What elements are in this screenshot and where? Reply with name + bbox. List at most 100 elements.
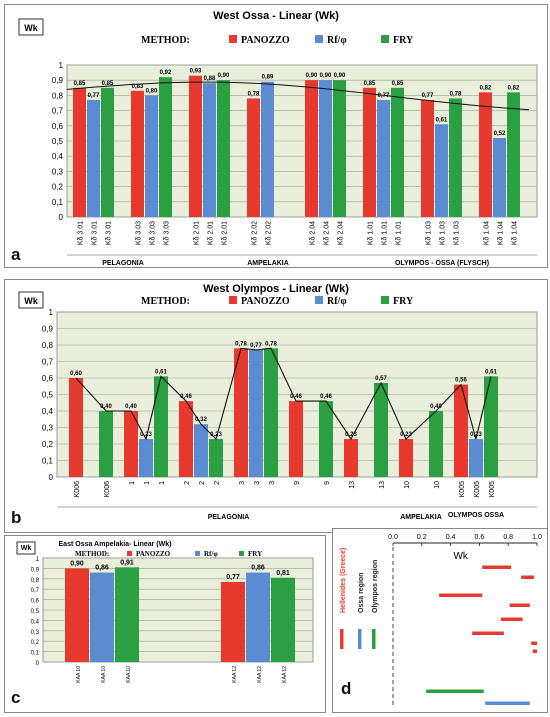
bar-fry xyxy=(99,411,113,477)
y-tick-label: 0,6 xyxy=(31,599,40,605)
y-tick-label: 0,4 xyxy=(52,152,64,161)
category-label: 3 xyxy=(239,481,246,485)
chart-b: West Olympos - Linear (Wk) Wk METHOD: PANOZ… xyxy=(18,283,538,521)
legend-swatch-rf xyxy=(315,296,323,304)
bar-rf xyxy=(139,439,153,477)
region-label: AMPELAKIA xyxy=(247,260,289,267)
bar-panozzo xyxy=(69,378,83,477)
data-label: 0,85 xyxy=(74,81,86,87)
category-label: Kδ 1.03 xyxy=(454,221,461,245)
data-label: 0,23 xyxy=(140,432,152,438)
x-tick-label: 0.0 xyxy=(388,534,398,541)
data-label: 0,85 xyxy=(364,81,376,87)
bar-rf xyxy=(194,424,208,477)
data-label: 0,61 xyxy=(485,369,497,375)
data-label: 0,77 xyxy=(422,93,434,99)
bar-fry xyxy=(154,376,168,477)
range-bar xyxy=(531,641,537,645)
bar-panozzo xyxy=(124,411,138,477)
data-label: 0,78 xyxy=(450,91,462,97)
category-label: Kδ 2.01 xyxy=(208,221,215,245)
range-bar xyxy=(485,701,530,705)
category-label: Kδ 1.01 xyxy=(396,221,403,245)
region-label: OLYMPOS - OSSA (FLYSCH) xyxy=(395,260,489,267)
data-label: 0,77 xyxy=(378,93,390,99)
chart-d: 0.0 0.2 0.4 0.6 0.8 1.0 Wk Hellenides (Greece) O… xyxy=(340,534,542,707)
bar-rf xyxy=(493,137,506,217)
data-label: 0,52 xyxy=(494,131,506,137)
panel-a-label: a xyxy=(11,245,21,264)
legend-swatch-fry xyxy=(381,296,389,304)
range-bar xyxy=(482,565,512,569)
chart-a: West Ossa - Linear (Wk) Wk METHOD: PANOZZO R… xyxy=(18,10,538,267)
y-tick-label: 0,5 xyxy=(42,391,54,400)
trend-line xyxy=(75,347,492,441)
x-tick-label: 0.8 xyxy=(503,534,513,541)
data-label: 0,78 xyxy=(248,91,260,97)
bar-fry xyxy=(217,80,230,217)
bar-panozzo xyxy=(305,80,318,217)
category-label: 3 xyxy=(269,481,276,485)
y-tick-label: 0,4 xyxy=(42,407,54,416)
category-label: Kδ 1.01 xyxy=(368,221,375,245)
category-label: K005 xyxy=(489,481,496,497)
y-tick-label: 0,9 xyxy=(52,76,64,85)
bar-rf xyxy=(246,572,270,662)
category-label: Kδ 3.03 xyxy=(164,221,171,245)
data-label: 0,90 xyxy=(306,73,318,79)
data-label: 0,46 xyxy=(290,394,302,400)
y-tick-label: 0 xyxy=(49,473,54,482)
panel-b-label: b xyxy=(11,508,22,527)
y-tick-label: 0,5 xyxy=(31,609,40,615)
data-label: 0,89 xyxy=(262,75,274,81)
data-label: 0,90 xyxy=(70,560,84,567)
region-label: PELAGONIA xyxy=(208,514,250,521)
bar-panozzo xyxy=(344,439,358,477)
legend-group-swatch xyxy=(340,629,344,649)
y-tick-label: 0,5 xyxy=(52,137,64,146)
panel-b: West Olympos - Linear (Wk) Wk METHOD: PANOZ… xyxy=(4,279,548,533)
legend-label-rf: Rf/φ xyxy=(327,296,347,307)
range-bar xyxy=(472,631,504,635)
category-label: Kδ 2.02 xyxy=(252,221,259,245)
category-label: 2 xyxy=(214,481,221,485)
data-label: 0,56 xyxy=(455,378,467,384)
data-label: 0,23 xyxy=(400,432,412,438)
ylabel: Wk xyxy=(24,23,38,33)
range-bar xyxy=(521,575,535,579)
x-tick-label: 0.2 xyxy=(417,534,427,541)
y-tick-label: 0 xyxy=(36,661,40,667)
panel-d: 0.0 0.2 0.4 0.6 0.8 1.0 Wk Hellenides (Greece) O… xyxy=(332,528,548,713)
category-label: Kδ 3.03 xyxy=(150,221,157,245)
bar-fry xyxy=(429,411,443,477)
category-label: KAA 12 xyxy=(232,666,238,683)
legend-swatch-rf xyxy=(315,35,323,43)
legend-swatch-panozzo xyxy=(229,296,237,304)
category-label: 10 xyxy=(404,481,411,489)
data-label: 0,82 xyxy=(480,85,492,91)
legend-label-rf: Rf/φ xyxy=(204,550,218,558)
ylabel-box xyxy=(18,291,44,309)
category-label: K006 xyxy=(74,481,81,497)
data-label: 0,82 xyxy=(508,85,520,91)
data-label: 0,60 xyxy=(70,371,82,377)
ylabel: Wk xyxy=(21,545,32,552)
bar-fry xyxy=(115,567,139,662)
data-label: 0,77 xyxy=(226,574,240,581)
range-bar xyxy=(439,593,483,597)
legend-group-label: Ossa region xyxy=(358,573,365,613)
category-label: Kδ 1.03 xyxy=(440,221,447,245)
category-label: K005 xyxy=(459,481,466,497)
data-label: 0,92 xyxy=(160,70,172,76)
category-label: Kδ 2.01 xyxy=(222,221,229,245)
category-label: Kδ 3.03 xyxy=(136,221,143,245)
region-label: OLYMPOS OSSA xyxy=(448,512,504,519)
data-label: 0,85 xyxy=(392,81,404,87)
data-label: 0,91 xyxy=(120,559,134,566)
bar-rf xyxy=(203,83,216,218)
panel-c: East Ossa Ampelakia- Linear (Wk) Wk METHOD… xyxy=(4,535,326,713)
category-label: Kδ 2.04 xyxy=(310,221,317,245)
legend-label-rf: Rf/φ xyxy=(327,35,347,46)
bar-fry xyxy=(101,87,114,217)
category-label: Kδ 1.04 xyxy=(498,221,505,245)
